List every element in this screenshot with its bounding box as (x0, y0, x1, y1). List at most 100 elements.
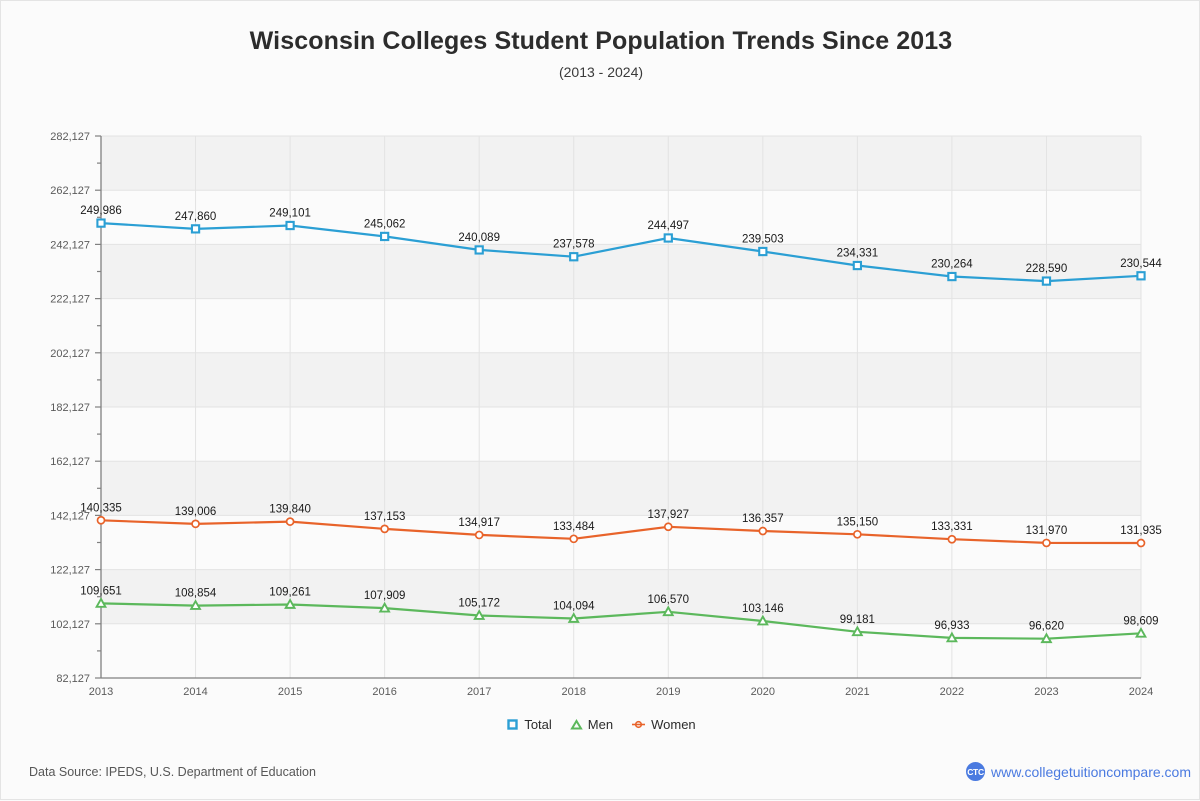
data-point-label: 98,609 (1123, 615, 1158, 627)
y-axis-tick-label: 262,127 (50, 185, 90, 197)
data-point-label: 106,570 (647, 594, 689, 606)
data-point-label: 107,909 (364, 590, 406, 602)
series-line-total (99, 222, 1143, 283)
data-point-marker (96, 515, 106, 525)
data-point-label: 131,935 (1120, 525, 1162, 537)
data-point-marker (1042, 538, 1051, 548)
data-point-marker (474, 245, 484, 255)
data-point-marker (663, 233, 673, 243)
data-point-marker (756, 614, 769, 626)
x-axis-tick-label: 2024 (1129, 686, 1153, 698)
data-point-label: 234,331 (837, 248, 879, 260)
legend-marker-triangle-icon (570, 719, 583, 730)
data-point-label: 230,544 (1120, 258, 1162, 270)
data-point-label: 108,854 (175, 588, 217, 600)
x-axis-tick-label: 2019 (656, 686, 680, 698)
x-axis-tick-label: 2023 (1034, 686, 1058, 698)
data-point-label: 228,590 (1026, 263, 1068, 275)
data-point-marker (569, 534, 579, 544)
x-axis-tick-label: 2022 (940, 686, 964, 698)
data-point-label: 245,062 (364, 218, 406, 230)
data-point-marker (378, 601, 391, 613)
chart-legend: Total Men Women (1, 717, 1200, 732)
data-point-label: 135,150 (837, 516, 879, 528)
plot-band (101, 461, 1141, 516)
plot-band (101, 136, 1141, 191)
data-point-label: 133,484 (553, 521, 595, 533)
data-point-label: 103,146 (742, 603, 784, 615)
data-point-marker (380, 524, 389, 534)
data-point-label: 139,006 (175, 506, 217, 518)
data-point-label: 104,094 (553, 600, 595, 612)
data-point-marker (94, 597, 108, 608)
data-point-marker (1134, 627, 1148, 638)
data-point-marker (851, 625, 864, 637)
y-axis-tick-label: 242,127 (50, 239, 90, 251)
page-title: Wisconsin Colleges Student Population Tr… (249, 27, 953, 55)
data-point-label: 240,089 (458, 232, 500, 244)
x-axis-tick-label: 2013 (89, 686, 113, 698)
y-axis-tick-label: 102,127 (50, 619, 90, 631)
data-point-marker (852, 260, 863, 271)
data-point-marker (189, 599, 202, 610)
legend-item-total[interactable]: Total (506, 717, 552, 732)
data-point-label: 96,933 (934, 620, 969, 632)
data-point-marker (569, 252, 579, 262)
data-point-marker (285, 220, 295, 231)
legend-marker-square-icon (507, 719, 519, 730)
x-axis-tick-label: 2016 (372, 686, 396, 698)
data-point-marker (1136, 538, 1146, 548)
plot-band (101, 352, 1141, 407)
data-point-label: 139,840 (269, 504, 311, 516)
plot-band (101, 244, 1141, 299)
legend-item-women[interactable]: Women (631, 717, 696, 732)
data-point-label: 249,986 (80, 205, 122, 217)
data-point-label: 133,331 (931, 521, 973, 533)
y-axis-tick-label: 282,127 (50, 131, 90, 143)
ctc-logo-icon: CTC (966, 762, 986, 781)
data-point-marker (284, 598, 297, 609)
data-point-marker (190, 224, 201, 234)
data-point-label: 247,860 (175, 211, 217, 223)
chart-subtitle: (2013 - 2024) (558, 64, 644, 80)
data-point-marker (662, 605, 675, 617)
x-axis-tick-label: 2018 (561, 686, 585, 698)
y-axis-tick-label: 222,127 (50, 294, 90, 306)
data-point-marker (1040, 632, 1053, 644)
data-point-marker (758, 526, 768, 536)
data-point-marker (1041, 276, 1052, 286)
data-point-label: 239,503 (742, 234, 784, 246)
data-point-marker (285, 517, 295, 526)
data-point-label: 131,970 (1026, 525, 1068, 537)
legend-marker-circle-cross-icon (632, 720, 646, 729)
x-axis-tick-label: 2020 (751, 686, 775, 698)
data-point-marker (947, 534, 957, 544)
data-point-marker (473, 609, 486, 620)
x-axis-tick-label: 2014 (183, 686, 207, 698)
data-point-marker (1136, 271, 1146, 281)
series-line-women (99, 519, 1143, 545)
x-axis-tick-label: 2021 (845, 686, 869, 698)
data-point-label: 105,172 (458, 598, 500, 610)
legend-item-men[interactable]: Men (570, 717, 613, 732)
data-point-marker (945, 631, 958, 643)
data-point-marker (474, 530, 484, 540)
data-point-marker (191, 519, 200, 529)
data-point-label: 109,261 (269, 586, 311, 598)
data-point-label: 136,357 (742, 513, 784, 525)
x-axis-tick-label: 2017 (467, 686, 491, 698)
x-axis-tick-label: 2015 (278, 686, 302, 698)
data-point-marker (567, 612, 580, 623)
y-axis-tick-label: 82,127 (56, 673, 90, 685)
brand-url-link[interactable]: www.collegetuitioncompare.com (991, 763, 1191, 780)
data-source-text: Data Source: IPEDS, U.S. Department of E… (29, 765, 316, 779)
data-point-label: 140,335 (80, 502, 122, 514)
legend-label-women: Women (651, 717, 696, 732)
data-point-label: 109,651 (80, 585, 122, 597)
y-axis-tick-label: 142,127 (50, 510, 90, 522)
series-line-men (99, 602, 1143, 640)
brand-footer[interactable]: CTC www.collegetuitioncompare.com (966, 762, 1191, 781)
data-point-label: 244,497 (647, 220, 689, 232)
